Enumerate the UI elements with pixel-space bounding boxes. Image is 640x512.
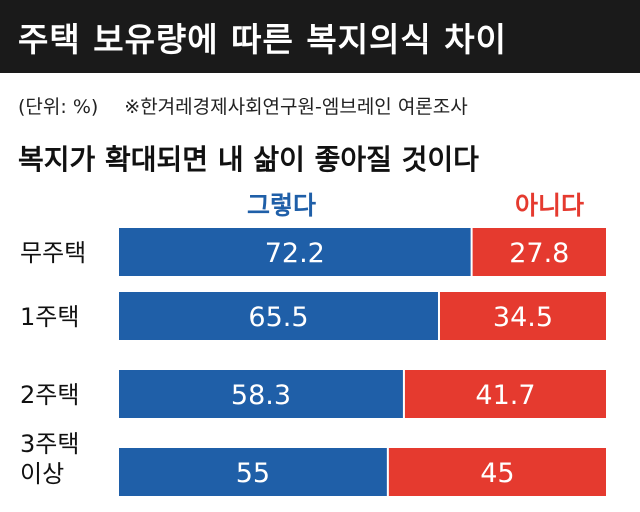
data-label-no: 41.7 xyxy=(475,380,535,411)
data-label-yes: 55 xyxy=(236,458,270,489)
source-label: ※한겨레경제사회연구원-엠브레인 여론조사 xyxy=(124,96,468,118)
category-label: 2주택 xyxy=(20,381,79,409)
bar-no xyxy=(472,228,606,276)
data-label-no: 34.5 xyxy=(493,302,553,333)
category-label: 무주택 xyxy=(20,239,86,267)
chart-subtitle: 복지가 확대되면 내 삶이 좋아질 것이다 xyxy=(18,143,479,176)
chart-meta: (단위: %) ※한겨레경제사회연구원-엠브레인 여론조사 xyxy=(18,92,468,119)
chart-title: 주택 보유량에 따른 복지의식 차이 xyxy=(18,19,507,59)
data-label-no: 27.8 xyxy=(509,238,569,269)
data-label-yes: 72.2 xyxy=(265,238,325,269)
bar-no xyxy=(388,448,606,496)
category-label: 1주택 xyxy=(20,303,79,331)
chart-header: 주택 보유량에 따른 복지의식 차이 xyxy=(0,0,640,73)
legend-no: 아니다 xyxy=(515,191,585,220)
bar-yes xyxy=(119,370,403,418)
data-label-yes: 65.5 xyxy=(248,302,308,333)
unit-label: (단위: %) xyxy=(18,96,99,118)
bar-yes xyxy=(119,448,387,496)
bar-yes xyxy=(119,292,438,340)
legend-yes: 그렇다 xyxy=(247,191,317,220)
bar-no xyxy=(439,292,606,340)
bar-yes xyxy=(119,228,471,276)
data-label-yes: 58.3 xyxy=(231,380,291,411)
data-label-no: 45 xyxy=(480,458,514,489)
category-label: 3주택 이상 xyxy=(20,430,79,488)
bar-no xyxy=(404,370,606,418)
